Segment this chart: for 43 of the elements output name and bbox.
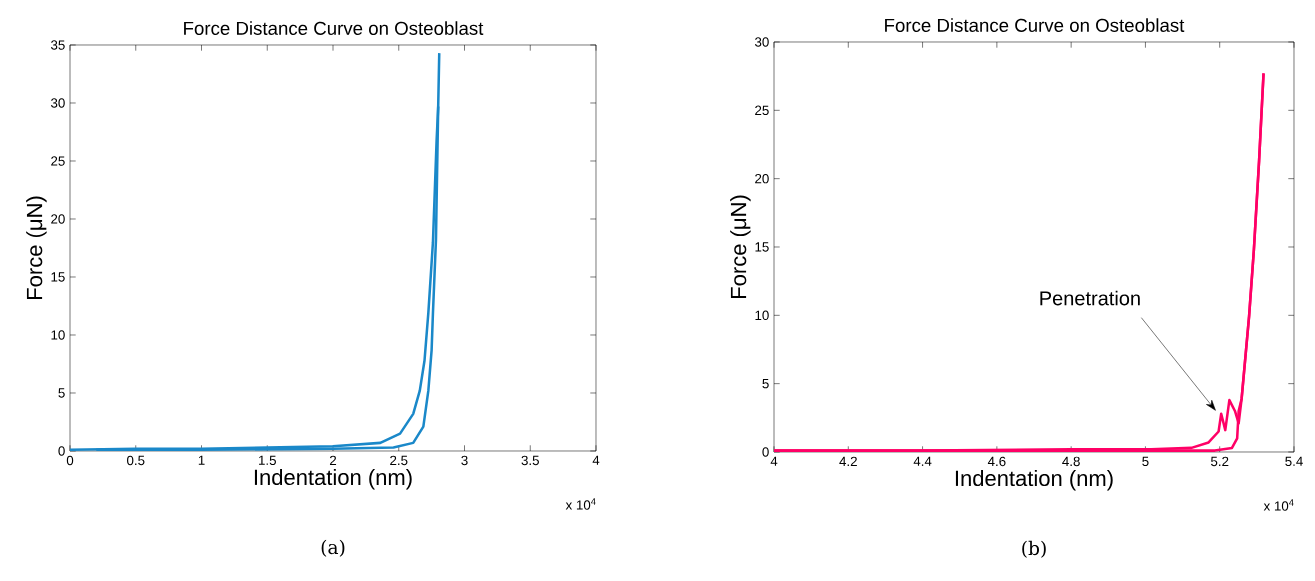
x-tick-label: 0	[66, 455, 74, 466]
x-tick-label: 4.2	[839, 456, 857, 467]
y-tick-label: 10	[755, 310, 769, 321]
y-tick-label: 30	[50, 98, 65, 108]
chart-title: Force Distance Curve on Osteoblast	[184, 21, 484, 35]
x-tick-label: 5	[1142, 456, 1149, 466]
x-tick-label: 4	[592, 455, 600, 465]
text: (b)	[1022, 540, 1046, 558]
y-tick-label: 25	[755, 105, 769, 116]
x-tick-label: 4.8	[1062, 456, 1080, 467]
y-tick-label: 0	[58, 446, 65, 456]
y-tick-label: 25	[51, 156, 65, 166]
y-tick-label: 20	[51, 214, 65, 224]
y-tick-label: 5	[58, 388, 65, 398]
x-tick-label: 2	[329, 455, 337, 466]
text: x 10$^{4}$	[565, 498, 596, 510]
annotation: Penetration	[1040, 290, 1140, 306]
x-tick-label: 4	[770, 456, 778, 466]
y-axis-title: Force (μN)	[26, 196, 47, 299]
x-tick-label: 4.4	[913, 456, 932, 466]
y-tick-label: 20	[755, 173, 769, 184]
y-tick-label: 15	[755, 242, 769, 252]
y-tick-label: 35	[50, 40, 65, 50]
y-axis-title: Force (μN)	[730, 195, 751, 298]
x-tick-label: 1	[198, 455, 205, 465]
y-tick-label: 0	[762, 447, 769, 457]
y-tick-label: 10	[51, 330, 65, 340]
y-tick-label: 5	[762, 379, 769, 389]
x-tick-label: 4.6	[987, 456, 1006, 467]
x-tick-label: 1.5	[259, 455, 276, 465]
text: x 10$^{4}$	[1263, 499, 1294, 511]
x-tick-label: 5.2	[1210, 456, 1229, 467]
x-tick-label: 3.5	[521, 455, 539, 466]
x-tick-label: 0.5	[127, 455, 145, 466]
x-tick-label: 5.4	[1285, 456, 1303, 466]
x-tick-label: 2.5	[390, 455, 408, 466]
x-tick-label: 3	[461, 455, 468, 466]
x-axis-title: Indentation (nm)	[955, 469, 1113, 491]
x-axis-title: Indentation (nm)	[254, 468, 412, 490]
y-tick-label: 15	[51, 272, 65, 282]
chart-title: Force Distance Curve on Osteoblast	[885, 18, 1185, 32]
text: (a)	[321, 539, 345, 557]
y-tick-label: 30	[754, 37, 769, 47]
